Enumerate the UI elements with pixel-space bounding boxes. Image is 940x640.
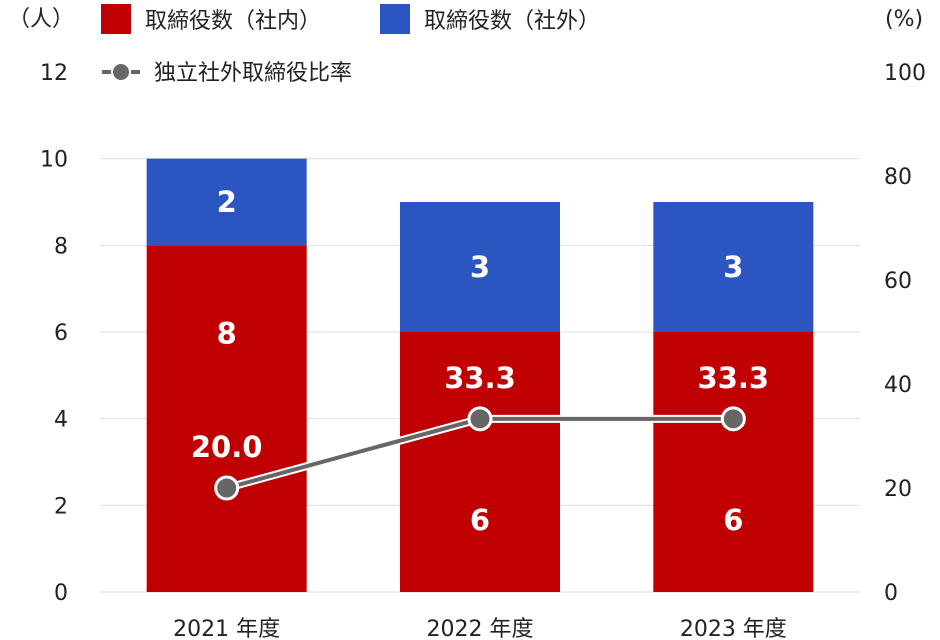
- legend-label-ratio: 独立社外取締役比率: [154, 61, 352, 86]
- bar-internal: [653, 332, 814, 592]
- bar-label-internal: 6: [723, 503, 743, 537]
- bar-label-external: 2: [217, 185, 237, 219]
- right-axis-unit: (%): [885, 7, 923, 32]
- bar-label-external: 3: [470, 250, 490, 284]
- bar-internal: [400, 332, 560, 592]
- right-tick-label: 60: [884, 269, 912, 294]
- left-tick-label: 2: [54, 494, 68, 519]
- bar-external: [400, 202, 560, 332]
- legend-swatch-external: [380, 4, 410, 34]
- left-tick-label: 4: [54, 408, 68, 433]
- category-label: 2021 年度: [173, 617, 280, 640]
- legend-swatch-internal: [101, 4, 131, 34]
- ratio-point: [720, 406, 746, 432]
- right-tick-label: 20: [884, 477, 912, 502]
- right-tick-label: 0: [884, 581, 898, 606]
- bars: 8 2 6 3 6 3: [146, 158, 814, 593]
- ratio-point: [214, 475, 240, 501]
- legend-marker-ratio: [111, 62, 131, 82]
- ratio-point: [467, 406, 493, 432]
- bar-internal: [146, 245, 307, 593]
- legend-label-internal: 取締役数（社内）: [145, 9, 321, 34]
- left-axis-ticks: 0 2 4 6 8 10 12: [40, 61, 68, 606]
- bar-label-external: 3: [723, 250, 743, 284]
- legend: 取締役数（社内） 取締役数（社外） 独立社外取締役比率: [101, 4, 600, 86]
- bar-label-internal: 6: [470, 503, 490, 537]
- bar-external: [146, 158, 307, 246]
- left-tick-label: 12: [40, 61, 68, 86]
- right-tick-label: 100: [884, 61, 926, 86]
- bar-external: [653, 202, 814, 332]
- ratio-label: 33.3: [444, 361, 516, 395]
- right-tick-label: 40: [884, 373, 912, 398]
- legend-label-external: 取締役数（社外）: [424, 9, 600, 34]
- ratio-line: 20.0 33.3 33.3: [191, 361, 770, 501]
- left-tick-label: 6: [54, 321, 68, 346]
- right-tick-label: 80: [884, 165, 912, 190]
- left-tick-label: 8: [54, 234, 68, 259]
- left-tick-label: 0: [54, 581, 68, 606]
- category-label: 2022 年度: [427, 617, 534, 640]
- left-tick-label: 10: [40, 148, 68, 173]
- bar-label-internal: 8: [217, 316, 237, 350]
- ratio-label: 33.3: [698, 361, 770, 395]
- right-axis-ticks: 0 20 40 60 80 100: [884, 61, 926, 606]
- ratio-label: 20.0: [191, 430, 263, 464]
- category-label: 2023 年度: [680, 617, 787, 640]
- left-axis-unit: （人）: [8, 7, 74, 32]
- category-axis: 2021 年度 2022 年度 2023 年度: [173, 617, 787, 640]
